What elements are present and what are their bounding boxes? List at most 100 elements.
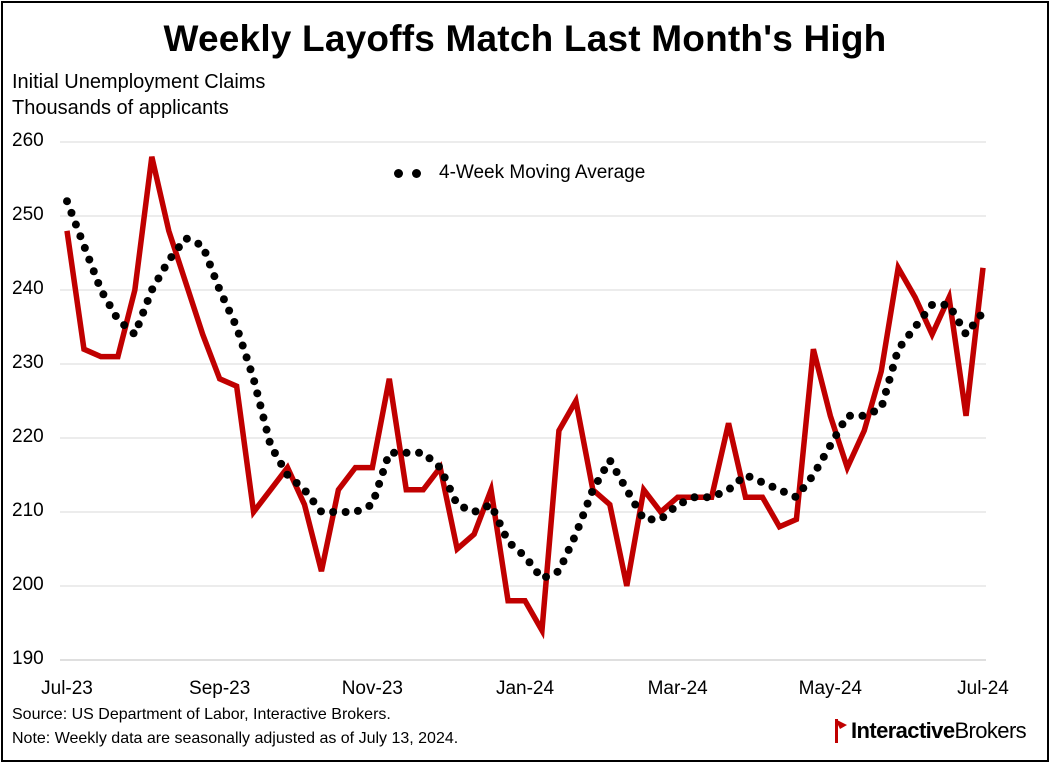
moving-average-dot bbox=[277, 459, 286, 468]
chart-subtitle-line-2: Thousands of applicants bbox=[12, 97, 229, 119]
moving-average-dot bbox=[270, 449, 279, 457]
x-tick-label: Nov-23 bbox=[341, 678, 403, 699]
moving-average-dot bbox=[253, 389, 262, 398]
logo-text-part1: Interactive bbox=[851, 718, 955, 743]
chart-subtitle-line-1: Initial Unemployment Claims bbox=[12, 71, 266, 93]
brand-logo: InteractiveBrokers bbox=[833, 717, 1027, 745]
moving-average-dot bbox=[559, 557, 568, 566]
ib-flag-icon bbox=[835, 719, 847, 743]
moving-average-dot bbox=[89, 267, 98, 276]
moving-average-dot bbox=[390, 448, 399, 457]
moving-average-dot bbox=[440, 473, 449, 482]
moving-average-dot bbox=[76, 232, 85, 241]
y-tick-label: 250 bbox=[12, 204, 44, 225]
moving-average-dot bbox=[690, 493, 699, 502]
moving-average-dot bbox=[838, 420, 847, 429]
moving-average-dot bbox=[471, 507, 480, 516]
moving-average-dot bbox=[533, 568, 542, 577]
moving-average-dot bbox=[139, 308, 148, 317]
moving-average-dot bbox=[353, 506, 362, 515]
moving-average-dot bbox=[246, 365, 255, 374]
moving-average-dot bbox=[637, 511, 646, 520]
moving-average-dot bbox=[757, 477, 765, 486]
moving-average-dot bbox=[160, 263, 169, 272]
moving-average-dot bbox=[80, 243, 89, 252]
moving-average-dot bbox=[679, 498, 688, 507]
moving-average-dot bbox=[940, 300, 949, 309]
chart-legend: 4-Week Moving Average bbox=[393, 162, 645, 184]
y-tick-label: 220 bbox=[12, 426, 44, 447]
moving-average-dot bbox=[631, 500, 640, 509]
moving-average-dot bbox=[870, 407, 879, 416]
moving-average-dot bbox=[205, 260, 214, 269]
moving-average-dot bbox=[588, 487, 597, 496]
moving-average-dot bbox=[892, 351, 901, 360]
moving-average-dot bbox=[238, 341, 247, 350]
moving-average-dot bbox=[819, 452, 828, 461]
moving-average-dot bbox=[618, 478, 627, 487]
moving-average-dot bbox=[316, 507, 325, 516]
moving-average-dot bbox=[768, 482, 777, 491]
moving-average-dot bbox=[451, 496, 460, 505]
moving-average-dot bbox=[606, 457, 615, 466]
x-tick-label: Jan-24 bbox=[495, 678, 555, 699]
moving-average-dot bbox=[143, 296, 152, 305]
moving-average-dot bbox=[806, 474, 815, 483]
moving-average-dot bbox=[265, 437, 274, 446]
moving-average-dot bbox=[825, 442, 834, 450]
legend-label-moving-average: 4-Week Moving Average bbox=[439, 162, 646, 183]
moving-average-dot bbox=[600, 466, 609, 475]
moving-average-dot bbox=[888, 363, 897, 372]
moving-average-dot bbox=[725, 484, 734, 493]
moving-average-dot bbox=[612, 467, 621, 476]
moving-average-dot bbox=[791, 492, 800, 501]
y-tick-label: 200 bbox=[12, 574, 44, 595]
moving-average-dot bbox=[735, 476, 744, 485]
series-dots-moving-average bbox=[63, 197, 985, 581]
moving-average-dot bbox=[167, 253, 176, 262]
moving-average-dot bbox=[182, 234, 191, 243]
moving-average-dot bbox=[574, 522, 583, 531]
moving-average-dot bbox=[301, 487, 310, 496]
moving-average-dot bbox=[878, 399, 887, 408]
moving-average-dot bbox=[845, 411, 854, 420]
moving-average-dot bbox=[99, 290, 108, 299]
moving-average-dot bbox=[507, 540, 516, 549]
moving-average-dot bbox=[553, 567, 562, 576]
moving-average-dot bbox=[659, 513, 668, 522]
moving-average-dot bbox=[214, 283, 223, 292]
moving-average-dot bbox=[500, 530, 509, 539]
moving-average-dot bbox=[85, 255, 94, 264]
moving-average-dot bbox=[564, 545, 573, 554]
moving-average-dot bbox=[94, 278, 103, 287]
moving-average-dot bbox=[593, 476, 602, 485]
data-note: Note: Weekly data are seasonally adjuste… bbox=[12, 730, 459, 747]
moving-average-dot bbox=[210, 272, 219, 281]
x-tick-label: Jul-23 bbox=[41, 678, 93, 699]
y-tick-label: 260 bbox=[12, 130, 44, 151]
moving-average-dot bbox=[579, 511, 588, 520]
moving-average-dot bbox=[885, 375, 894, 384]
moving-average-dot bbox=[371, 491, 380, 500]
moving-average-dot bbox=[250, 377, 259, 386]
moving-average-dot bbox=[525, 558, 534, 567]
moving-average-dot bbox=[201, 248, 210, 257]
moving-average-dot bbox=[625, 489, 633, 498]
source-note: Source: US Department of Labor, Interact… bbox=[12, 706, 391, 723]
moving-average-dot bbox=[382, 456, 391, 465]
moving-average-dot bbox=[912, 320, 921, 329]
moving-average-dot bbox=[490, 507, 499, 516]
moving-average-dot bbox=[365, 501, 374, 510]
moving-average-dot bbox=[174, 243, 183, 252]
moving-average-dot bbox=[714, 490, 723, 499]
dotted-line-legend-icon bbox=[393, 166, 431, 180]
moving-average-dot bbox=[948, 307, 957, 316]
moving-average-dot bbox=[375, 479, 384, 488]
moving-average-dot bbox=[256, 401, 265, 410]
moving-average-dot bbox=[120, 321, 129, 330]
moving-average-dot bbox=[434, 462, 443, 471]
moving-average-dot bbox=[968, 321, 977, 330]
moving-average-dot bbox=[779, 487, 788, 496]
moving-average-dot bbox=[445, 484, 454, 493]
